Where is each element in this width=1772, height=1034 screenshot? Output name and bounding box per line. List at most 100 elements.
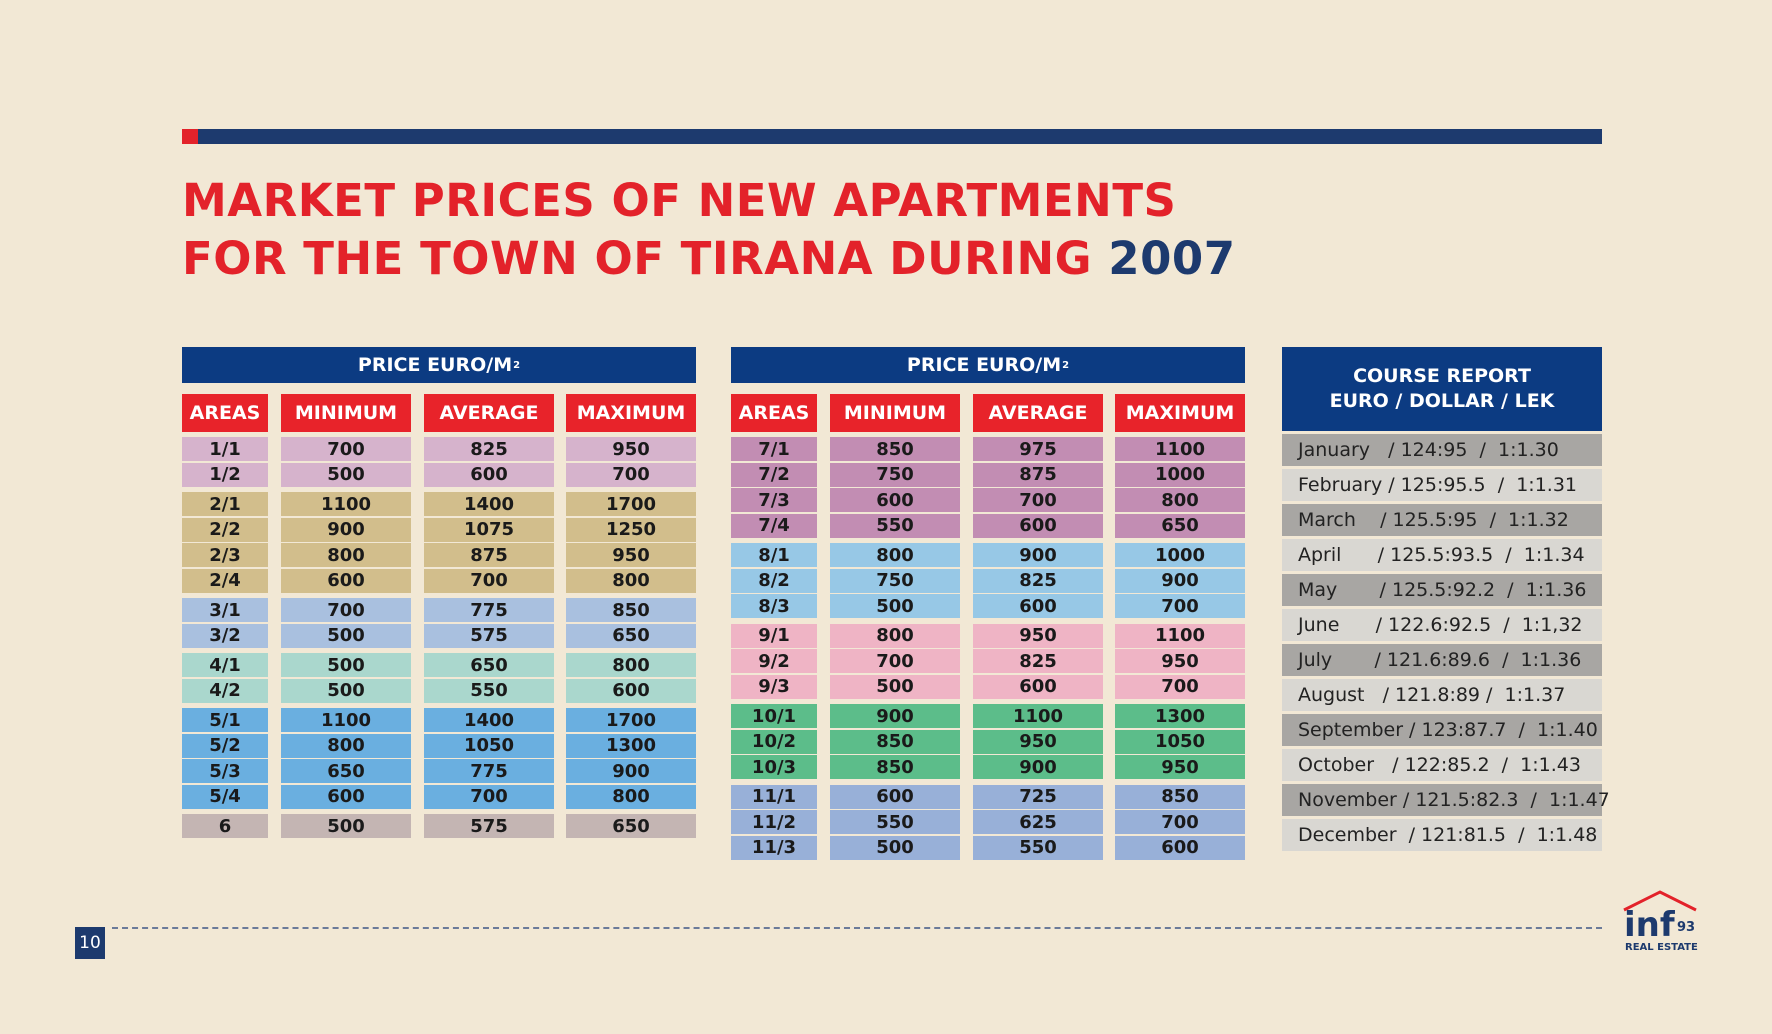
course-row: April / 125.5:93.5 / 1:1.34 — [1282, 539, 1602, 571]
average-cell: 1075 — [424, 517, 554, 542]
average-cell: 575 — [424, 623, 554, 648]
table-row: 10/3 850 900 950 — [731, 755, 1245, 781]
area-cell: 9/1 — [731, 623, 817, 648]
row-group: 7/1 850 975 1100 7/2 750 875 1000 7/3 600 700 800 7/… — [731, 437, 1245, 539]
average-cell: 900 — [973, 755, 1103, 779]
maximum-cell: 650 — [566, 623, 696, 648]
area-cell: 10/1 — [731, 704, 817, 728]
logo-subtitle: REAL ESTATE — [1625, 942, 1698, 953]
area-cell: 5/1 — [182, 708, 268, 732]
table-row: 3/1 700 775 850 — [182, 598, 696, 624]
row-group: 8/1 800 900 1000 8/2 750 825 900 8/3 500 600 700 — [731, 543, 1245, 620]
table-row: 9/3 500 600 700 — [731, 674, 1245, 701]
maximum-cell: 950 — [1115, 755, 1245, 779]
area-cell: 7/2 — [731, 462, 817, 487]
average-cell: 1400 — [424, 708, 554, 732]
minimum-cell: 500 — [830, 674, 960, 699]
table-row: 7/2 750 875 1000 — [731, 462, 1245, 489]
table-row: 8/3 500 600 700 — [731, 594, 1245, 620]
minimum-cell: 550 — [830, 810, 960, 834]
table-row: 4/2 500 550 600 — [182, 678, 696, 705]
price-header-sup: 2 — [513, 359, 521, 371]
table-row: 1/2 500 600 700 — [182, 462, 696, 489]
average-cell: 825 — [973, 568, 1103, 593]
area-cell: 5/4 — [182, 784, 268, 809]
table-row: 9/1 800 950 1100 — [731, 623, 1245, 650]
table-row: 5/2 800 1050 1300 — [182, 733, 696, 760]
minimum-cell: 500 — [830, 835, 960, 860]
area-cell: 8/3 — [731, 594, 817, 618]
area-cell: 7/1 — [731, 437, 817, 461]
area-cell: 11/2 — [731, 810, 817, 834]
course-header-line-2: EURO / DOLLAR / LEK — [1329, 390, 1555, 412]
minimum-cell: 700 — [281, 437, 411, 461]
minimum-cell: 650 — [281, 759, 411, 783]
course-row: January / 124:95 / 1:1.30 — [1282, 434, 1602, 466]
table-row: 2/2 900 1075 1250 — [182, 517, 696, 544]
minimum-cell: 600 — [281, 568, 411, 593]
minimum-cell: 700 — [830, 649, 960, 673]
maximum-cell: 950 — [566, 437, 696, 461]
area-cell: 2/2 — [182, 517, 268, 542]
minimum-cell: 500 — [281, 814, 411, 838]
table-row: 2/1 1100 1400 1700 — [182, 492, 696, 518]
minimum-cell: 700 — [281, 598, 411, 622]
average-cell: 825 — [424, 437, 554, 461]
area-cell: 3/1 — [182, 598, 268, 622]
minimum-cell: 800 — [830, 543, 960, 567]
logo-number: 93 — [1677, 920, 1695, 935]
maximum-cell: 1100 — [1115, 623, 1245, 648]
average-cell: 1400 — [424, 492, 554, 516]
maximum-cell: 700 — [1115, 594, 1245, 618]
average-cell: 1050 — [424, 733, 554, 758]
column-header-areas: AREAS — [731, 394, 817, 432]
maximum-cell: 1250 — [566, 517, 696, 542]
course-row: July / 121.6:89.6 / 1:1.36 — [1282, 644, 1602, 676]
average-cell: 575 — [424, 814, 554, 838]
page-title: MARKET PRICES OF NEW APARTMENTS FOR THE … — [182, 172, 1236, 288]
minimum-cell: 1100 — [281, 708, 411, 732]
maximum-cell: 700 — [1115, 674, 1245, 699]
top-rule-accent — [182, 129, 198, 144]
footer-divider — [112, 927, 1602, 929]
area-cell: 3/2 — [182, 623, 268, 648]
maximum-cell: 1300 — [1115, 704, 1245, 728]
course-row: June / 122.6:92.5 / 1:1,32 — [1282, 609, 1602, 641]
area-cell: 1/1 — [182, 437, 268, 461]
column-header-maximum: MAXIMUM — [566, 394, 696, 432]
average-cell: 725 — [973, 784, 1103, 809]
average-cell: 600 — [973, 594, 1103, 618]
maximum-cell: 1700 — [566, 708, 696, 732]
inf-real-estate-logo: inf 93 REAL ESTATE — [1623, 890, 1698, 953]
table-row: 7/3 600 700 800 — [731, 488, 1245, 514]
maximum-cell: 1100 — [1115, 437, 1245, 461]
area-cell: 9/3 — [731, 674, 817, 699]
maximum-cell: 950 — [566, 543, 696, 567]
price-header: PRICE EURO/M 2 — [182, 347, 696, 383]
logo-text: inf — [1624, 905, 1676, 945]
maximum-cell: 650 — [566, 814, 696, 838]
table-row: 5/3 650 775 900 — [182, 759, 696, 785]
table-row: 5/1 1100 1400 1700 — [182, 708, 696, 734]
page-number: 10 — [75, 927, 105, 959]
course-rows: January / 124:95 / 1:1.30 February / 125:… — [1282, 434, 1610, 851]
area-cell: 7/4 — [731, 513, 817, 538]
maximum-cell: 1700 — [566, 492, 696, 516]
course-row: March / 125.5:95 / 1:1.32 — [1282, 504, 1602, 536]
column-header-average: AVERAGE — [973, 394, 1103, 432]
area-cell: 7/3 — [731, 488, 817, 512]
title-line-1: MARKET PRICES OF NEW APARTMENTS — [182, 174, 1177, 227]
minimum-cell: 900 — [830, 704, 960, 728]
minimum-cell: 500 — [281, 678, 411, 703]
maximum-cell: 1050 — [1115, 729, 1245, 754]
minimum-cell: 800 — [281, 543, 411, 567]
area-cell: 5/2 — [182, 733, 268, 758]
average-cell: 775 — [424, 759, 554, 783]
row-group: 11/1 600 725 850 11/2 550 625 700 11/3 500 550 600 — [731, 784, 1245, 862]
maximum-cell: 700 — [566, 462, 696, 487]
average-cell: 875 — [424, 543, 554, 567]
average-cell: 1100 — [973, 704, 1103, 728]
table-row: 2/4 600 700 800 — [182, 568, 696, 595]
maximum-cell: 600 — [1115, 835, 1245, 860]
table-body: 1/1 700 825 950 1/2 500 600 700 2/1 1100 1400 1700 2… — [182, 437, 696, 844]
